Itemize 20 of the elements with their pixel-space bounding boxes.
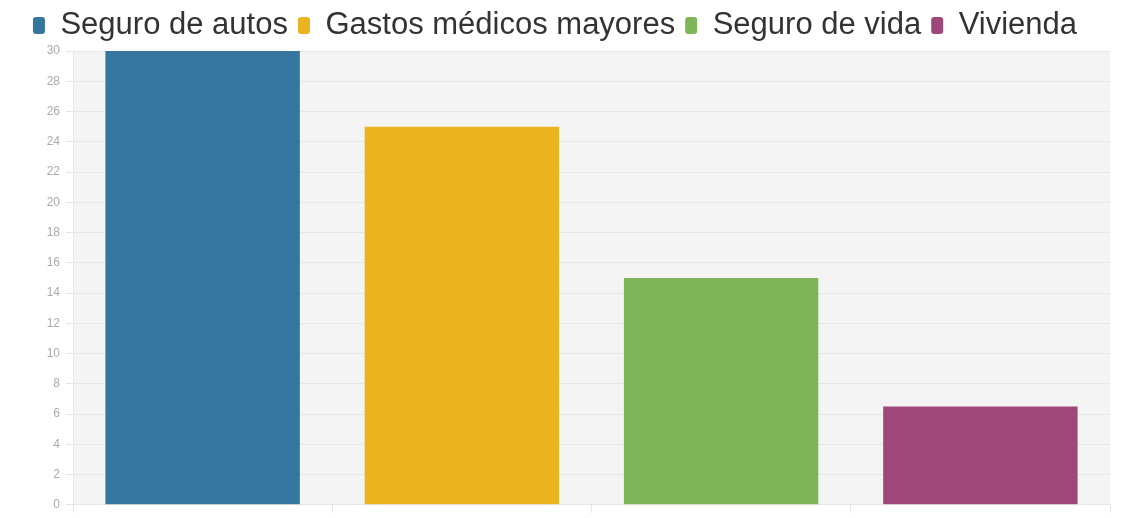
y-tick-label: 14	[46, 285, 61, 300]
y-tick-label: 0	[53, 497, 61, 512]
y-tick-label: 22	[46, 164, 61, 179]
y-tick-label: 20	[46, 194, 61, 209]
y-tick-label: 18	[46, 224, 61, 239]
y-tick-label: 6	[53, 406, 61, 421]
y-tick-label: 28	[46, 73, 61, 88]
legend-label: Seguro de vida	[712, 6, 922, 42]
legend-label: Vivienda	[958, 6, 1078, 42]
y-tick-label: 2	[53, 466, 61, 481]
y-tick-label: 10	[46, 345, 61, 360]
legend-label: Gastos médicos mayores	[325, 6, 676, 42]
y-tick-label: 24	[46, 134, 61, 149]
y-tick-label: 26	[46, 103, 61, 118]
y-tick-label: 16	[46, 255, 61, 270]
y-tick-label: 4	[53, 436, 61, 451]
legend-label: Seguro de autos	[60, 6, 288, 42]
y-tick-label: 12	[46, 315, 61, 330]
y-tick-label: 8	[53, 376, 61, 391]
y-tick-label: 30	[46, 43, 61, 58]
